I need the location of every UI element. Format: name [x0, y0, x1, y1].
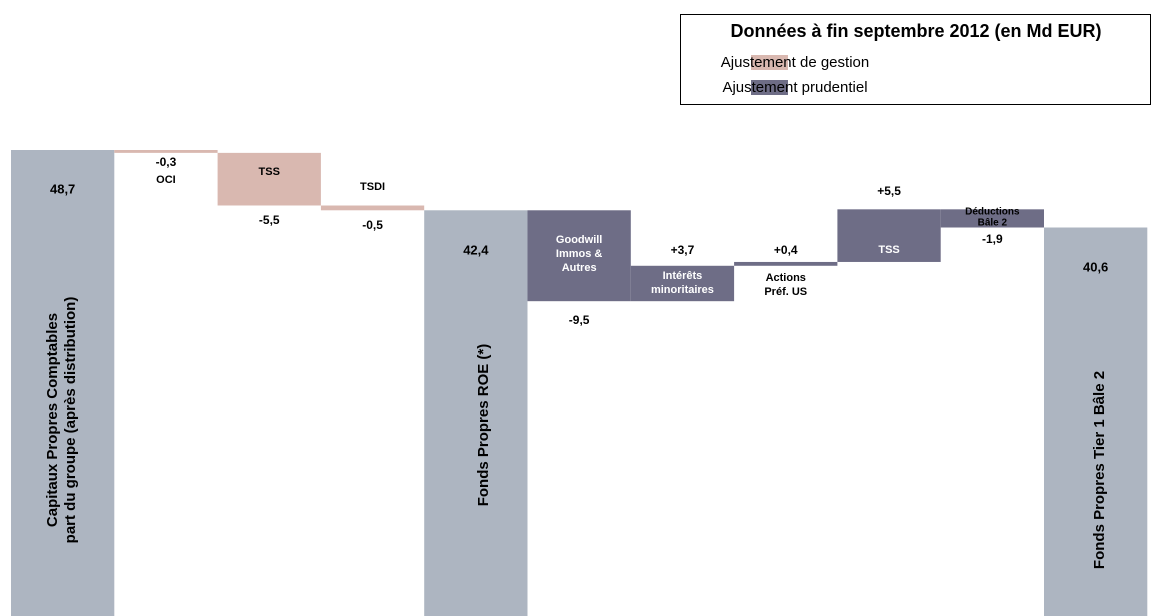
bar [424, 210, 528, 616]
value-label: +5,5 [877, 184, 901, 198]
category-label: Préf. US [764, 286, 807, 298]
legend-swatch [751, 55, 788, 70]
category-label: TSS [878, 244, 899, 256]
bar [1044, 227, 1148, 616]
bar [217, 152, 321, 206]
legend-title: Données à fin septembre 2012 (en Md EUR) [730, 21, 1101, 41]
category-label: Déductions [965, 207, 1020, 218]
value-label: -5,5 [259, 213, 280, 227]
bar [630, 265, 735, 302]
value-label: -0,3 [156, 155, 177, 169]
legend-swatch [751, 80, 788, 95]
category-label: part du groupe (après distribution) [62, 297, 79, 544]
value-label: 48,7 [50, 181, 75, 196]
bar [11, 150, 115, 616]
value-label: -0,5 [362, 218, 383, 232]
bar [734, 261, 838, 266]
bar [320, 205, 425, 211]
category-label: Autres [562, 262, 597, 274]
category-label: OCI [156, 174, 176, 186]
category-label: Actions [766, 272, 806, 284]
category-label: Bâle 2 [978, 218, 1008, 229]
legend-label: Ajustement de gestion [721, 54, 869, 71]
category-label: Immos & [556, 248, 603, 260]
bar [837, 209, 941, 262]
category-label: TSDI [360, 181, 385, 193]
category-label: Goodwill [556, 234, 602, 246]
value-label: +0,4 [774, 243, 798, 257]
category-label: Intérêts [663, 270, 703, 282]
value-label: -1,9 [982, 232, 1003, 246]
value-label: 40,6 [1083, 259, 1108, 274]
category-label: minoritaires [651, 284, 714, 296]
category-label: TSS [259, 166, 280, 178]
category-label: Capitaux Propres Comptables [44, 313, 61, 527]
value-label: +3,7 [671, 243, 695, 257]
legend-label: Ajustement prudentiel [722, 79, 867, 96]
value-label: -9,5 [569, 313, 590, 327]
bar [114, 150, 218, 153]
bar [527, 210, 631, 302]
category-label: Fonds Propres Tier 1 Bâle 2 [1091, 371, 1108, 569]
value-label: 42,4 [463, 242, 489, 257]
category-label: Fonds Propres ROE (*) [475, 344, 492, 507]
bar [940, 209, 1044, 228]
